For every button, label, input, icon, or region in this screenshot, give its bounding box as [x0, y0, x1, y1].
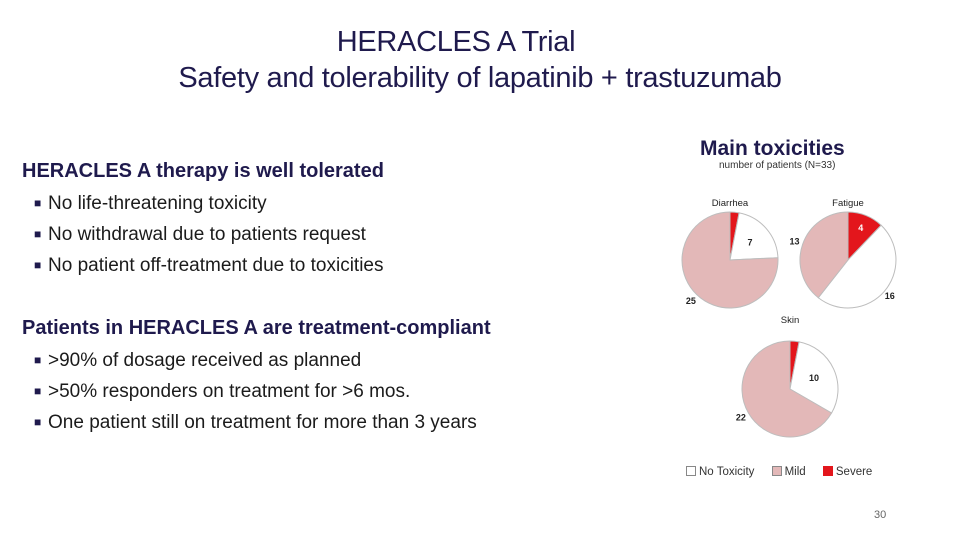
section1-heading: HERACLES A therapy is well tolerated [22, 160, 384, 182]
pie-value-label: 25 [686, 296, 696, 306]
bullet-item: ■ One patient still on treatment for more… [34, 407, 477, 438]
bullet-item: ■ >90% of dosage received as planned [34, 345, 477, 376]
legend-item-no-toxicity: No Toxicity [686, 466, 754, 478]
pie-value-label: 1 [731, 221, 736, 231]
pie-value-label: 10 [809, 373, 819, 383]
pie-value-label: 4 [858, 223, 863, 233]
bullet-text: No withdrawal due to patients request [48, 224, 366, 245]
legend-swatch [686, 466, 696, 476]
charts-subtitle: number of patients (N=33) [719, 160, 836, 171]
bullet-marker-icon: ■ [34, 258, 42, 272]
bullet-text: No patient off-treatment due to toxiciti… [48, 255, 384, 276]
bullet-marker-icon: ■ [34, 353, 42, 367]
legend-item-severe: Severe [822, 466, 873, 478]
bullet-text: >90% of dosage received as planned [48, 350, 362, 371]
bullet-marker-icon: ■ [34, 415, 42, 429]
pie-value-label: 1 [791, 350, 796, 360]
pie-slice-no-toxicity [789, 341, 839, 414]
legend-swatch [822, 466, 833, 476]
legend-label: No Toxicity [699, 466, 755, 478]
bullet-text: >50% responders on treatment for >6 mos. [48, 381, 411, 402]
legend-swatch [771, 466, 782, 476]
pie-title: Fatigue [832, 198, 864, 209]
pie-value-label: 16 [885, 291, 895, 301]
bullet-item: ■ No withdrawal due to patients request [34, 219, 384, 250]
pie-slice-no-toxicity [817, 224, 897, 309]
bullet-text: One patient still on treatment for more … [48, 412, 477, 433]
bullet-marker-icon: ■ [34, 196, 42, 210]
pie-slice-no-toxicity [729, 212, 779, 261]
bullet-item: ■ >50% responders on treatment for >6 mos… [34, 376, 477, 407]
section2-bullet-list: ■ >90% of dosage received as planned ■ >50… [34, 345, 477, 438]
pie-title: Diarrhea [712, 198, 749, 209]
pie-charts: Diarrhea 1 7 25 Fatigue 4 16 13 Skin 1 10 22 [681, 198, 897, 438]
section1-bullet-list: ■ No life-threatening toxicity ■ No withdr… [34, 188, 384, 281]
pie-value-label: 13 [789, 237, 799, 247]
slide-title-line1: HERACLES A Trial [336, 26, 576, 58]
legend-item-mild: Mild [771, 466, 806, 478]
pie-slice-mild [741, 340, 833, 438]
page-number: 30 [874, 509, 887, 521]
chart-legend: No Toxicity Mild Severe [686, 466, 886, 478]
pie-value-label: 7 [747, 238, 752, 248]
pie-title: Skin [781, 315, 799, 326]
charts-title: Main toxicities [700, 137, 845, 160]
pie-value-label: 22 [736, 412, 746, 422]
legend-label: Severe [835, 466, 873, 478]
bullet-item: ■ No life-threatening toxicity [34, 188, 384, 219]
slide-title-line2: Safety and tolerability of lapatinib + t… [178, 62, 782, 94]
section2-heading: Patients in HERACLES A are treatment-com… [22, 317, 491, 339]
pie-slice-mild [799, 211, 849, 299]
pie-slice-mild [681, 211, 779, 309]
bullet-text: No life-threatening toxicity [48, 193, 267, 214]
legend-label: Mild [784, 466, 806, 478]
bullet-marker-icon: ■ [34, 384, 42, 398]
bullet-marker-icon: ■ [34, 227, 42, 241]
bullet-item: ■ No patient off-treatment due to toxicit… [34, 250, 384, 281]
